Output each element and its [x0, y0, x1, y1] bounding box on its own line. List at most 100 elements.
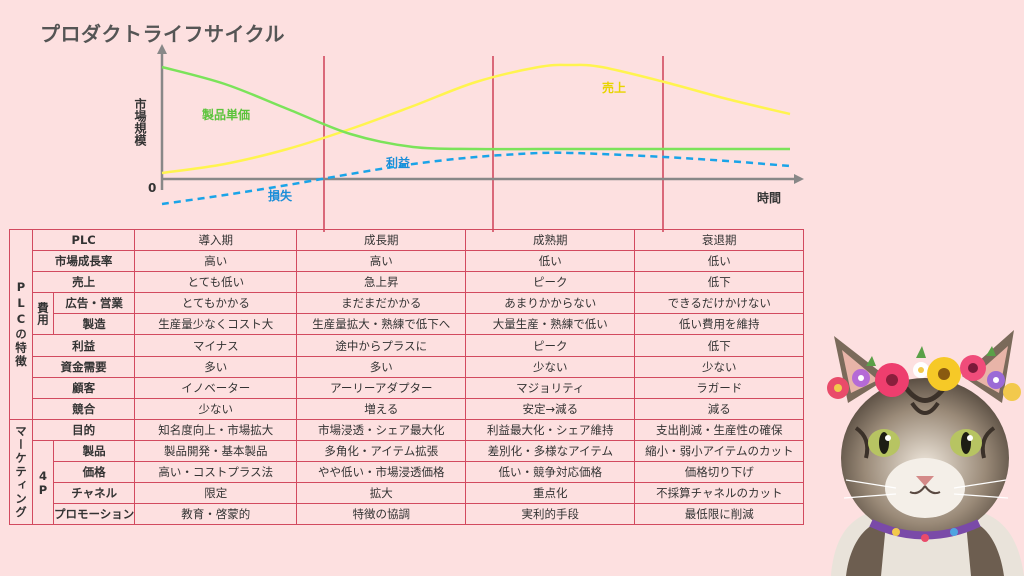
- table-cell: とてもかかる: [134, 292, 298, 315]
- row-label: 競合: [31, 397, 136, 420]
- row-label: 製造: [52, 313, 136, 336]
- four-p-group-label: 4P: [32, 439, 54, 526]
- table-cell: 拡大: [296, 482, 467, 505]
- table-cell: できるだけかけない: [634, 292, 805, 315]
- table-cell: まだまだかかる: [296, 292, 467, 315]
- x-axis-label: 時間: [757, 190, 781, 205]
- table-cell: ラガード: [634, 376, 805, 399]
- plc-group-label: PLCの特徴: [9, 229, 33, 420]
- table-cell: 生産量拡大・熟練で低下へ: [296, 313, 467, 336]
- table-cell: 縮小・弱小アイテムのカット: [634, 439, 805, 463]
- origin-label: 0: [148, 181, 156, 195]
- table-row: 利益 マイナス 途中からプラスに ピーク 低下: [10, 334, 805, 357]
- table-cell: 低い: [634, 250, 805, 273]
- row-label: PLC: [31, 228, 136, 252]
- table-row: 競合 少ない 増える 安定→減る 減る: [10, 397, 805, 420]
- profit-label: 利益: [386, 155, 410, 170]
- cost-group-label: 費用: [32, 292, 54, 336]
- table-cell: 利益最大化・シェア維持: [465, 418, 636, 441]
- table-cell: 少ない: [465, 355, 636, 378]
- table-row: 価格 高い・コストプラス法 やや低い・市場浸透価格 低い・競争対応価格 価格切り下げ: [10, 461, 805, 484]
- table-cell: 多い: [296, 355, 467, 378]
- table-cell: 高い: [134, 250, 298, 273]
- table-cell: 限定: [134, 482, 298, 505]
- x-axis-arrow: [794, 174, 804, 184]
- table-row: 費用 広告・営業 とてもかかる まだまだかかる あまりかからない できるだけかけない: [10, 292, 805, 336]
- table-cell: 低い: [465, 250, 636, 273]
- table-row: 資金需要 多い 多い 少ない 少ない: [10, 355, 805, 378]
- table-cell: 低い・競争対応価格: [465, 461, 636, 484]
- table-cell: 安定→減る: [465, 397, 636, 420]
- table-cell: 価格切り下げ: [634, 461, 805, 484]
- table-cell: 少ない: [134, 397, 298, 420]
- table-cell: 少ない: [634, 355, 805, 378]
- table-cell: ピーク: [465, 271, 636, 294]
- table-cell: イノベーター: [134, 376, 298, 399]
- unit-price-label: 製品単価: [201, 107, 250, 122]
- row-label: 価格: [52, 461, 136, 484]
- table-cell: 急上昇: [296, 271, 467, 294]
- cat-with-flower-crown-image: [827, 330, 1024, 576]
- table-cell: 製品開発・基本製品: [134, 439, 298, 463]
- row-label: 目的: [31, 418, 136, 441]
- profit-line: [161, 151, 791, 206]
- row-label: 資金需要: [31, 355, 136, 378]
- row-label: 売上: [31, 271, 136, 294]
- table-cell: アーリーアダプター: [296, 376, 467, 399]
- table-cell: 途中からプラスに: [296, 334, 467, 357]
- table-cell: 低い費用を維持: [634, 313, 805, 336]
- sales-label: 売上: [602, 80, 626, 95]
- y-axis-arrow: [157, 44, 167, 54]
- marketing-group-label: マーケティング: [9, 418, 33, 526]
- table-cell: 特徴の協調: [296, 503, 467, 526]
- table-cell: 低下: [634, 334, 805, 357]
- table-cell: 衰退期: [634, 228, 805, 252]
- row-label: 利益: [31, 334, 136, 357]
- table-cell: マイナス: [134, 334, 298, 357]
- table-row: 製造 生産量少なくコスト大 生産量拡大・熟練で低下へ 大量生産・熟練で低い 低い費用を維…: [10, 313, 805, 336]
- table-cell: 知名度向上・市場拡大: [134, 418, 298, 441]
- row-label: プロモーション: [52, 503, 136, 526]
- table-cell: やや低い・市場浸透価格: [296, 461, 467, 484]
- row-label: 顧客: [31, 376, 136, 399]
- page-title: プロダクトライフサイクル: [40, 22, 285, 46]
- table-cell: 多角化・アイテム拡張: [296, 439, 467, 463]
- y-axis-label: 市場規模: [133, 97, 147, 147]
- flower-crown-icon: [827, 346, 1021, 401]
- table-cell: 減る: [634, 397, 805, 420]
- table-row: チャネル 限定 拡大 重点化 不採算チャネルのカット: [10, 482, 805, 505]
- table-cell: 教育・啓蒙的: [134, 503, 298, 526]
- table-cell: 重点化: [465, 482, 636, 505]
- table-cell: 低下: [634, 271, 805, 294]
- table-cell: 成熟期: [465, 228, 636, 252]
- table-row: マーケティング 目的 知名度向上・市場拡大 市場浸透・シェア最大化 利益最大化・シェア維…: [9, 418, 805, 526]
- row-label: 広告・営業: [52, 292, 136, 315]
- table-cell: 不採算チャネルのカット: [634, 482, 805, 505]
- table-cell: とても低い: [134, 271, 298, 294]
- table-cell: 高い: [296, 250, 467, 273]
- table-row: プロモーション 教育・啓蒙的 特徴の協調 実利的手段 最低限に削減: [10, 503, 805, 526]
- table-cell: 実利的手段: [465, 503, 636, 526]
- table-cell: あまりかからない: [465, 292, 636, 315]
- table-row: 市場成長率 高い 高い 低い 低い: [10, 250, 805, 273]
- loss-label: 損失: [268, 188, 293, 203]
- table-cell: 差別化・多様なアイテム: [465, 439, 636, 463]
- plc-table: PLCの特徴 PLC 導入期 成長期 成熟期 衰退期 市場成長率 高い 高い 低い 低い 売上 とても低…: [9, 228, 805, 526]
- sales-line: [161, 63, 791, 175]
- table-row: 4P 製品 製品開発・基本製品 多角化・アイテム拡張 差別化・多様なアイテム 縮小・弱小ア…: [10, 439, 805, 526]
- table-cell: 導入期: [134, 228, 298, 252]
- table-header-row: PLCの特徴 PLC 導入期 成長期 成熟期 衰退期: [9, 228, 805, 420]
- row-label: 製品: [52, 439, 136, 463]
- table-cell: マジョリティ: [465, 376, 636, 399]
- table-cell: 高い・コストプラス法: [134, 461, 298, 484]
- table-row: 売上 とても低い 急上昇 ピーク 低下: [10, 271, 805, 294]
- row-label: チャネル: [52, 482, 136, 505]
- table-row: 顧客 イノベーター アーリーアダプター マジョリティ ラガード: [10, 376, 805, 399]
- table-cell: 支出削減・生産性の確保: [634, 418, 805, 441]
- table-cell: 成長期: [296, 228, 467, 252]
- table-cell: 最低限に削減: [634, 503, 805, 526]
- table-cell: 生産量少なくコスト大: [134, 313, 298, 336]
- table-cell: 大量生産・熟練で低い: [465, 313, 636, 336]
- row-label: 市場成長率: [31, 250, 136, 273]
